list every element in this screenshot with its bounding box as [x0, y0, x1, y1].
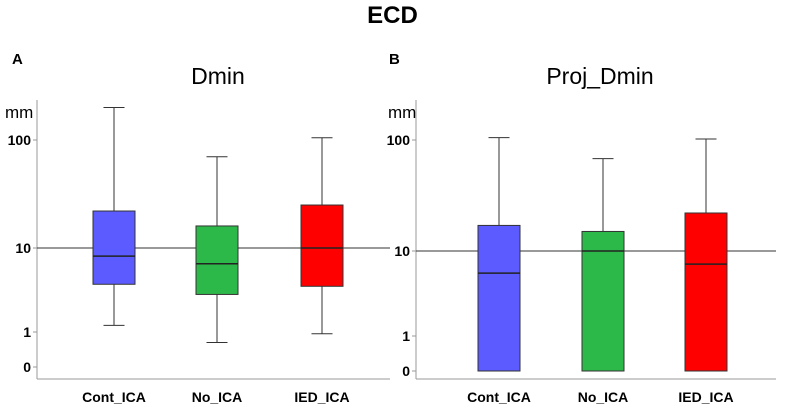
panel-b-ied-ica-category-label: IED_ICA [678, 389, 733, 405]
panel-a-title: Dmin [191, 63, 245, 89]
panel-b-title: Proj_Dmin [546, 63, 653, 89]
panel-a-y-tick-label: 100 [8, 132, 32, 148]
figure-title: ECD [367, 2, 418, 29]
panel-a-no-ica-category-label: No_ICA [192, 389, 243, 405]
panel-b-no-ica-box [581, 230, 625, 372]
panel-a-y-tick-label: 10 [15, 240, 31, 256]
panel-b-y-tick-label: 10 [394, 243, 410, 259]
panel-a-y-unit: mm [5, 103, 33, 122]
panel-b-y-tick-label: 0 [402, 363, 410, 379]
panel-b-ied-ica-box [684, 212, 728, 372]
panel-b-no-ica-category-label: No_ICA [578, 389, 629, 405]
panel-b-y-tick-label: 1 [402, 328, 410, 344]
panel-b-cont-ica-box [477, 224, 521, 372]
panel-a-no-ica-box [195, 225, 239, 295]
panel-a-ied-ica-category-label: IED_ICA [294, 389, 349, 405]
panel-letter-b: B [389, 51, 400, 68]
panel-b-y-unit: mm [388, 103, 416, 122]
panel-b-y-tick-label: 100 [387, 132, 411, 148]
panel-a-ied-ica-box [300, 204, 344, 287]
panel-b-cont-ica-category-label: Cont_ICA [467, 389, 531, 405]
panel-letter-a: A [12, 51, 23, 68]
panel-a-cont-ica-category-label: Cont_ICA [82, 389, 146, 405]
panel-a-y-tick-label: 1 [23, 324, 31, 340]
panel-a-y-tick-label: 0 [23, 359, 31, 375]
panel-a-cont-ica-box [92, 210, 136, 285]
